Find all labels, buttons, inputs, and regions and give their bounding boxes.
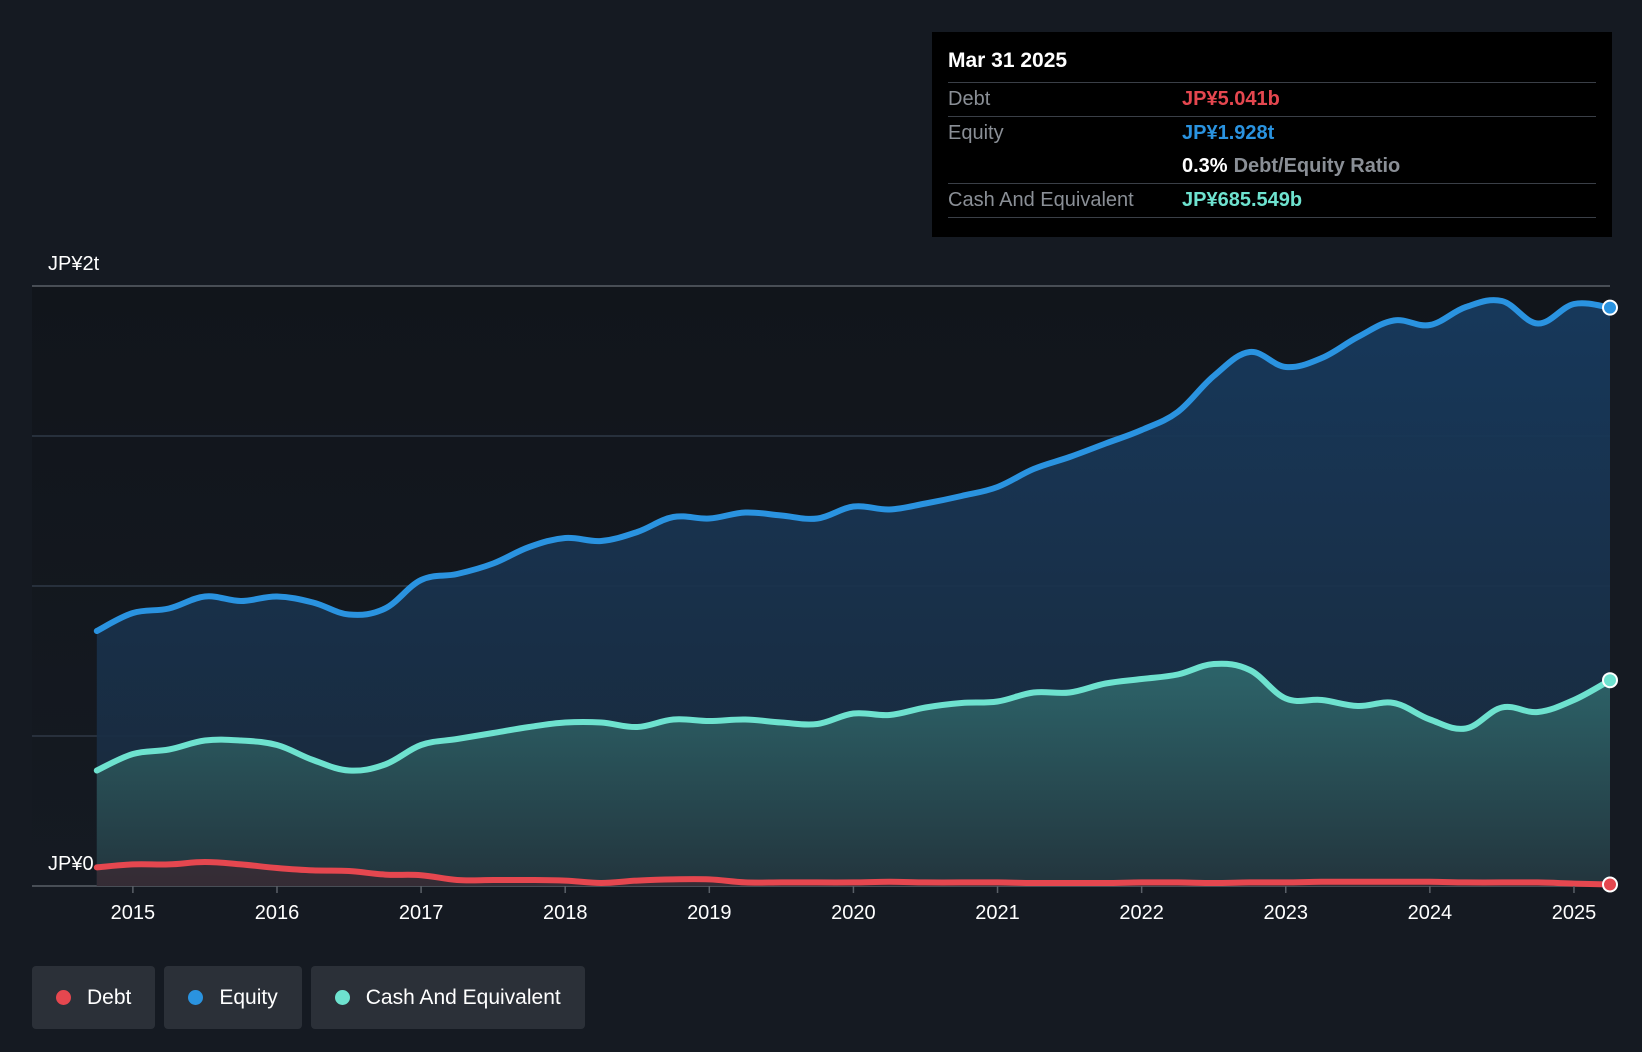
cash-end-marker [1602,672,1618,689]
tooltip-debt-label: Debt [948,88,991,110]
end-markers [1602,299,1618,893]
legend-label-equity: Equity [219,985,278,1009]
tooltip-date: Mar 31 2025 [948,46,1596,83]
legend-item-equity[interactable]: Equity [164,966,302,1029]
tooltip-ratio-label: Debt/Equity Ratio [1233,155,1401,177]
tooltip-equity-label: Equity [948,122,1004,144]
chart-legend: Debt Equity Cash And Equivalent [32,966,585,1029]
x-tick-label: 2016 [255,902,300,924]
tooltip-ratio-value: 0.3% [1182,155,1228,177]
tooltip-cash-label: Cash And Equivalent [948,189,1134,211]
x-tick-label: 2018 [543,902,588,924]
legend-dot-debt-icon [56,990,71,1005]
x-tick-label: 2021 [975,902,1020,924]
x-tick-label: 2019 [687,902,732,924]
tooltip-ratio-spacer [948,150,1182,183]
legend-dot-cash-icon [334,990,350,1005]
x-tick-label: 2023 [1264,902,1309,924]
x-tick-label: 2020 [831,902,876,924]
x-tick-label: 2025 [1552,902,1597,924]
legend-label-debt: Debt [87,985,132,1009]
equity-line [93,297,1613,634]
tooltip-cash-value: JP¥685.549b [1182,189,1303,211]
x-tick-label: 2017 [399,902,444,924]
x-axis-ticks: 2015 2016 2017 2018 2019 2020 2021 2022 2023 2024… [111,886,1597,924]
debt-end-marker [1602,876,1618,893]
cash-area [96,663,1610,886]
tooltip-debt-row: Debt JP¥5.041b [948,83,1596,117]
x-tick-label: 2015 [111,902,156,924]
legend-label-cash: Cash And Equivalent [365,985,561,1009]
y-axis-bottom-label: JP¥0 [48,853,94,875]
x-tick-label: 2022 [1119,902,1164,924]
tooltip-debt-value: JP¥5.041b [1182,88,1280,110]
data-tooltip: Mar 31 2025 Debt JP¥5.041b Equity JP¥1.9… [932,32,1612,237]
legend-item-cash[interactable]: Cash And Equivalent [310,966,585,1029]
tooltip-cash-row: Cash And Equivalent JP¥685.549b [948,184,1596,218]
legend-dot-equity-icon [188,990,204,1005]
tooltip-equity-value: JP¥1.928t [1182,122,1275,144]
equity-end-marker [1602,299,1618,316]
tooltip-equity-row: Equity JP¥1.928t [948,117,1596,150]
legend-item-debt[interactable]: Debt [32,966,156,1029]
tooltip-ratio-row: 0.3% Debt/Equity Ratio [948,150,1596,184]
x-tick-label: 2024 [1408,902,1453,924]
cash-line [93,660,1613,774]
y-axis-top-label: JP¥2t [48,253,100,275]
debt-line [93,859,1613,888]
